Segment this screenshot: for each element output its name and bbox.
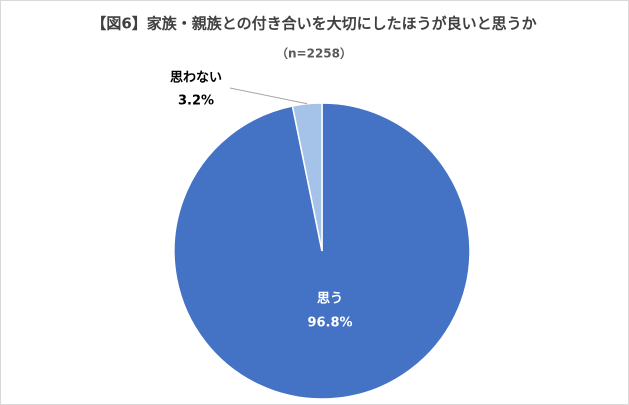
leader-line [229,87,308,105]
pie-slice [291,102,323,252]
chart-title: 【図6】家族・親族との付き合いを大切にしたほうが良いと思うか [91,15,536,33]
slice-label: 思わない [170,71,222,86]
slice-label: 思う [317,292,343,307]
value-label: 96.8% [307,316,352,331]
value-label: 3.2% [178,94,214,109]
chart-subtitle: （n=2258） [276,46,352,61]
